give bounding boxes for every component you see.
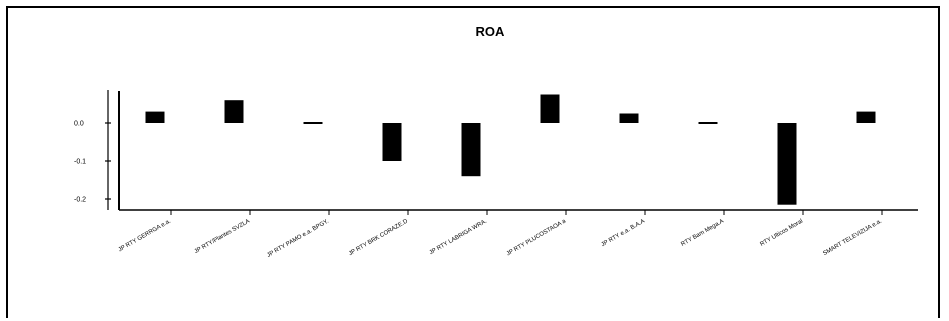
x-category-label: JP RTY PLUCOSTAOA a [506,218,568,257]
bar [303,122,323,124]
bars [145,94,876,205]
bar [382,123,402,161]
bar [145,111,165,123]
bar [224,100,244,123]
y-tick-label: 0.0 [74,121,84,128]
y-ticks: 0.0 -0.1 -0.2 [74,121,111,204]
x-category-label: JP RTY/Plantes SVZLA [194,219,251,256]
bar [619,113,639,123]
x-category-label: JP RTY PAMO e.a. BPGY. [266,218,330,258]
x-labels: JP RTY GERRGA e.a. JP RTY/Plantes SVZLA JP… [118,218,884,259]
chart-frame: ROA 0.0 -0.1 -0.2 JP RTY GERRGA e.a. JP RTY… [6,6,940,318]
bar [540,94,560,123]
bar [461,123,481,177]
bar [698,122,718,124]
bar-chart: ROA 0.0-0.1-0.2 JP RTY GERRGA e.a. JP RTY… [74,24,918,259]
bar [856,111,876,123]
x-category-label: RTY Bam Mega.A [680,219,725,248]
y-tick-label: -0.2 [74,197,86,204]
x-category-label: JP RTY BRK CORAZE.D [348,218,410,257]
chart-title: ROA [476,24,506,39]
bar [777,123,797,205]
y-tick-label: -0.1 [74,159,86,166]
x-ticks [170,210,883,215]
x-category-label: JP RTY LABRIGA WRA. [429,218,489,256]
x-category-label: RTY Ulticos Moral [759,219,804,248]
x-category-label: JP RTY GERRGA e.a. [118,218,173,253]
x-category-label: JP RTY e.a. B.A.A [601,219,646,249]
x-category-label: SMART TELEVIZIJA e.a. [822,218,883,257]
